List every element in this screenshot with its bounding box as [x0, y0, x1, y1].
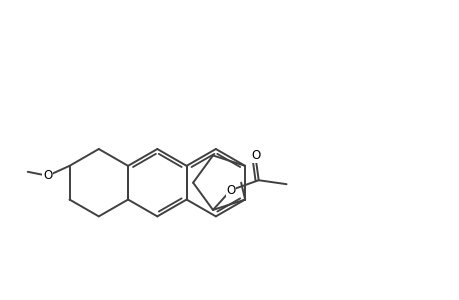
- Text: O: O: [43, 169, 52, 182]
- Text: O: O: [226, 184, 235, 196]
- Text: O: O: [251, 149, 260, 162]
